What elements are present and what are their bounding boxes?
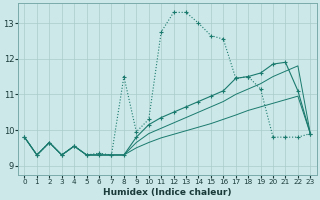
X-axis label: Humidex (Indice chaleur): Humidex (Indice chaleur) xyxy=(103,188,232,197)
